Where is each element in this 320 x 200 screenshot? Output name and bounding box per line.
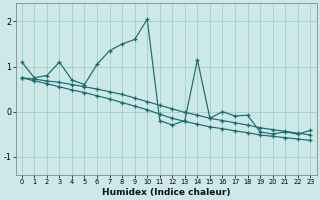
X-axis label: Humidex (Indice chaleur): Humidex (Indice chaleur) — [102, 188, 230, 197]
